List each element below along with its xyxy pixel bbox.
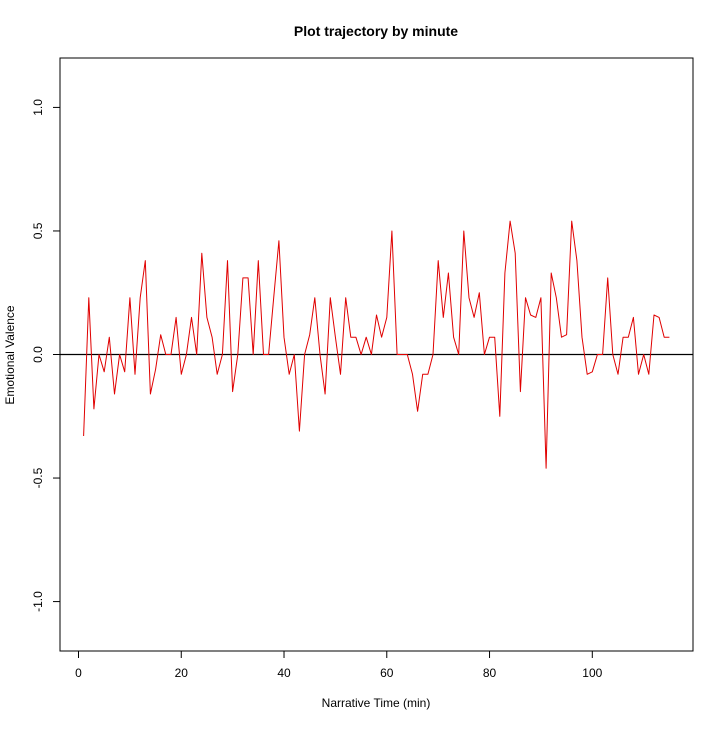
- x-tick-label: 60: [380, 666, 394, 680]
- x-tick-label: 0: [75, 666, 82, 680]
- x-tick-label: 40: [277, 666, 291, 680]
- x-tick-label: 100: [582, 666, 602, 680]
- y-axis-label: Emotional Valence: [3, 305, 17, 404]
- x-tick-label: 20: [175, 666, 189, 680]
- series-layer: [83, 220, 670, 469]
- x-axis-label: Narrative Time (min): [322, 696, 431, 710]
- x-axis: 0 20 40 60 80 100: [75, 650, 603, 680]
- y-tick-label: -1.0: [31, 591, 45, 612]
- y-tick-label: 1.0: [31, 99, 45, 116]
- y-tick-label: 0.5: [31, 222, 45, 239]
- y-axis: -1.0 -0.5 0.0 0.5 1.0: [31, 99, 61, 612]
- series-line: [83, 220, 670, 469]
- chart-title: Plot trajectory by minute: [294, 23, 458, 39]
- y-tick-label: 0.0: [31, 346, 45, 363]
- x-tick-label: 80: [483, 666, 497, 680]
- y-tick-label: -0.5: [31, 467, 45, 488]
